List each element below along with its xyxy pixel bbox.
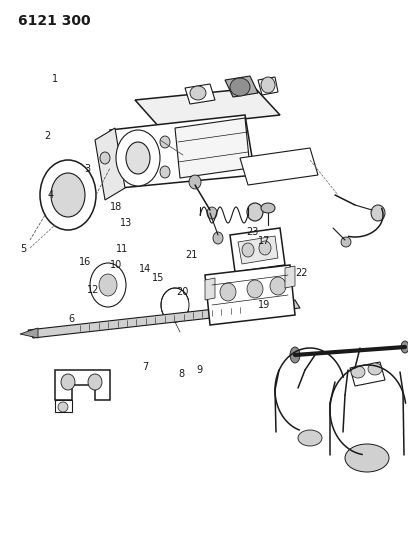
Text: 15: 15 (152, 273, 164, 283)
Text: 8: 8 (178, 369, 185, 379)
Ellipse shape (298, 430, 322, 446)
Ellipse shape (368, 363, 382, 375)
Text: 20: 20 (177, 287, 189, 297)
Ellipse shape (126, 142, 150, 174)
Ellipse shape (58, 402, 68, 412)
Ellipse shape (242, 243, 254, 257)
Text: 2: 2 (44, 131, 50, 141)
Ellipse shape (290, 347, 300, 363)
Polygon shape (175, 118, 250, 178)
Text: 21: 21 (185, 250, 197, 260)
Polygon shape (258, 77, 278, 95)
Text: 22: 22 (295, 268, 307, 278)
Polygon shape (230, 228, 285, 272)
Ellipse shape (61, 374, 75, 390)
Ellipse shape (277, 293, 293, 313)
Text: 17: 17 (258, 236, 271, 246)
Polygon shape (55, 400, 72, 412)
Text: 4: 4 (48, 190, 54, 199)
Ellipse shape (88, 374, 102, 390)
Polygon shape (55, 370, 110, 400)
Ellipse shape (116, 130, 160, 186)
Ellipse shape (160, 166, 170, 178)
Text: 9: 9 (196, 366, 202, 375)
Polygon shape (238, 236, 278, 264)
Ellipse shape (270, 277, 286, 295)
Text: 11: 11 (115, 245, 128, 254)
Text: 5: 5 (20, 245, 27, 254)
Polygon shape (350, 362, 385, 386)
Ellipse shape (99, 274, 117, 296)
Ellipse shape (345, 444, 389, 472)
Ellipse shape (40, 160, 96, 230)
Text: 18: 18 (110, 202, 122, 212)
Text: 19: 19 (258, 300, 271, 310)
Polygon shape (95, 128, 125, 200)
Ellipse shape (259, 241, 271, 255)
Polygon shape (110, 115, 255, 188)
Text: 7: 7 (142, 362, 148, 372)
Text: 12: 12 (87, 286, 99, 295)
Ellipse shape (247, 280, 263, 298)
Polygon shape (205, 278, 215, 300)
Ellipse shape (351, 366, 365, 378)
Ellipse shape (341, 237, 351, 247)
Ellipse shape (90, 263, 126, 307)
Text: 1: 1 (52, 74, 58, 84)
Ellipse shape (207, 207, 217, 219)
Ellipse shape (261, 77, 275, 93)
Ellipse shape (220, 283, 236, 301)
Text: 10: 10 (110, 261, 122, 270)
Polygon shape (185, 84, 215, 104)
Ellipse shape (190, 86, 206, 100)
Polygon shape (205, 265, 295, 325)
Text: 23: 23 (246, 227, 258, 237)
Polygon shape (285, 266, 295, 288)
Polygon shape (28, 300, 300, 338)
Polygon shape (225, 76, 258, 97)
Text: 6: 6 (68, 314, 75, 324)
Ellipse shape (51, 173, 85, 217)
Text: 13: 13 (120, 218, 132, 228)
Ellipse shape (247, 203, 263, 221)
Ellipse shape (261, 203, 275, 213)
Text: 14: 14 (139, 264, 151, 274)
Polygon shape (240, 148, 318, 185)
Text: 6121 300: 6121 300 (18, 14, 91, 28)
Ellipse shape (371, 205, 385, 221)
Polygon shape (20, 328, 38, 338)
Ellipse shape (213, 232, 223, 244)
Text: 3: 3 (84, 165, 91, 174)
Ellipse shape (100, 152, 110, 164)
Ellipse shape (230, 78, 250, 96)
Polygon shape (135, 88, 280, 128)
Ellipse shape (160, 136, 170, 148)
Text: 16: 16 (79, 257, 91, 267)
Ellipse shape (189, 175, 201, 189)
Ellipse shape (401, 341, 408, 353)
